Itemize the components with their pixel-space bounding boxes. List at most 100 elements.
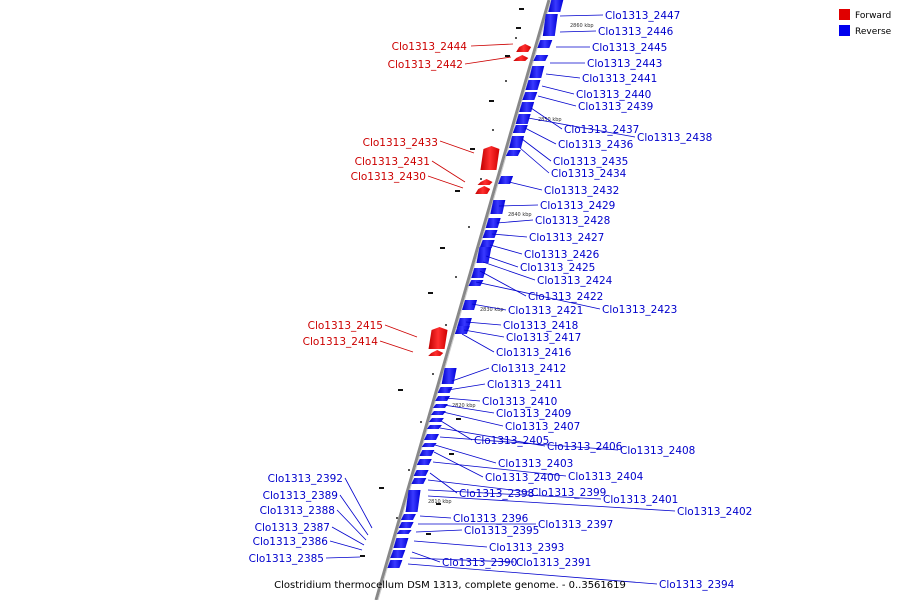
legend-label-reverse: Reverse [855, 27, 892, 37]
gene-label-reverse[interactable]: Clo1313_2395 [464, 525, 539, 537]
gene-label-reverse[interactable]: Clo1313_2443 [587, 58, 662, 70]
gene-label-forward[interactable]: Clo1313_2442 [388, 59, 463, 71]
tick-label: 2860 kbp [570, 23, 594, 29]
leader-line [479, 270, 527, 297]
gene-label-reverse[interactable]: Clo1313_2409 [496, 408, 571, 420]
gene-label-reverse[interactable]: Clo1313_2439 [578, 101, 653, 113]
reverse-gene-block [426, 425, 442, 429]
leader-line [519, 147, 550, 174]
leader-line [530, 107, 563, 130]
gene-label-reverse[interactable]: Clo1313_2387 [255, 522, 330, 534]
leader-line [545, 73, 581, 79]
gene-label-forward[interactable]: Clo1313_2444 [392, 41, 468, 53]
gene-label-reverse[interactable]: Clo1313_2389 [263, 490, 338, 502]
orf-tick-mark [436, 503, 441, 505]
gene-label-reverse[interactable]: Clo1313_2406 [547, 441, 623, 453]
gene-label-reverse[interactable]: Clo1313_2393 [489, 542, 564, 554]
gene-label-reverse[interactable]: Clo1313_2392 [268, 473, 343, 485]
reverse-gene-block [522, 92, 538, 100]
leader-line [447, 383, 486, 391]
gene-label-reverse[interactable]: Clo1313_2418 [503, 320, 578, 332]
reverse-gene-block [423, 434, 439, 440]
gene-label-reverse[interactable]: Clo1313_2432 [544, 185, 619, 197]
orf-tick-mark [449, 453, 454, 455]
reverse-gene-block [437, 387, 453, 393]
tick-label: 2820 kbp [452, 403, 476, 409]
leader-line [443, 404, 495, 414]
leader-line [336, 509, 367, 541]
gene-label-reverse[interactable]: Clo1313_2402 [677, 506, 752, 518]
gene-label-reverse[interactable]: Clo1313_2425 [520, 262, 595, 274]
gene-label-reverse[interactable]: Clo1313_2445 [592, 42, 667, 54]
reverse-gene-block [421, 443, 437, 447]
gene-label-reverse[interactable]: Clo1313_2394 [659, 579, 735, 591]
gene-label-reverse[interactable]: Clo1313_2396 [453, 513, 529, 525]
gene-label-reverse[interactable]: Clo1313_2429 [540, 200, 615, 212]
gene-label-reverse[interactable]: Clo1313_2407 [505, 421, 580, 433]
reverse-gene-block [468, 280, 484, 286]
gene-label-reverse[interactable]: Clo1313_2401 [603, 494, 678, 506]
gene-label-reverse[interactable]: Clo1313_2421 [508, 305, 583, 317]
gene-label-reverse[interactable]: Clo1313_2400 [485, 472, 560, 484]
leader-line [419, 515, 452, 519]
gene-label-reverse[interactable]: Clo1313_2398 [459, 488, 534, 500]
gene-label-reverse[interactable]: Clo1313_2423 [602, 304, 677, 316]
gene-label-reverse[interactable]: Clo1313_2446 [598, 26, 674, 38]
forward-gene-block [475, 186, 491, 194]
reverse-gene-block [515, 114, 531, 124]
gene-label-reverse[interactable]: Clo1313_2403 [498, 458, 573, 470]
gene-label-reverse[interactable]: Clo1313_2388 [260, 505, 335, 517]
genome-caption: Clostridium thermocellum DSM 1313, compl… [274, 580, 626, 591]
gene-label-reverse[interactable]: Clo1313_2390 [442, 557, 517, 569]
gene-label-forward[interactable]: Clo1313_2414 [303, 336, 379, 348]
orf-tick-mark [489, 100, 494, 102]
gene-label-reverse[interactable]: Clo1313_2385 [249, 553, 324, 565]
gene-label-reverse[interactable]: Clo1313_2386 [253, 536, 329, 548]
forward-gene-block [516, 44, 532, 52]
leader-line [344, 477, 373, 529]
reverse-gene-block [441, 368, 457, 384]
gene-label-reverse[interactable]: Clo1313_2397 [538, 519, 613, 531]
gene-label-reverse[interactable]: Clo1313_2427 [529, 232, 604, 244]
gene-label-reverse[interactable]: Clo1313_2404 [568, 471, 644, 483]
gene-label-forward[interactable]: Clo1313_2431 [355, 156, 430, 168]
gene-label-reverse[interactable]: Clo1313_2435 [553, 156, 628, 168]
gene-label-reverse[interactable]: Clo1313_2424 [537, 275, 613, 287]
gene-label-forward[interactable]: Clo1313_2415 [308, 320, 383, 332]
leader-line [524, 127, 557, 145]
gene-label-reverse[interactable]: Clo1313_2399 [531, 487, 606, 499]
gene-label-reverse[interactable]: Clo1313_2447 [605, 10, 680, 22]
reverse-gene-block [428, 418, 444, 422]
gene-label-reverse[interactable]: Clo1313_2412 [491, 363, 566, 375]
reverse-gene-block [490, 200, 506, 214]
leader-line [475, 281, 601, 310]
gene-label-reverse[interactable]: Clo1313_2441 [582, 73, 657, 85]
leader-line [521, 138, 552, 162]
gene-label-reverse[interactable]: Clo1313_2411 [487, 379, 562, 391]
reverse-gene-block [548, 0, 564, 12]
gene-label-reverse[interactable]: Clo1313_2434 [551, 168, 627, 180]
reverse-gene-block [432, 404, 448, 408]
gene-label-forward[interactable]: Clo1313_2433 [363, 137, 438, 149]
gene-label-reverse[interactable]: Clo1313_2440 [576, 89, 651, 101]
leader-line [508, 181, 543, 191]
gene-label-reverse[interactable]: Clo1313_2428 [535, 215, 610, 227]
gene-label-reverse[interactable]: Clo1313_2436 [558, 139, 634, 151]
gene-label-reverse[interactable]: Clo1313_2410 [482, 396, 557, 408]
gene-label-reverse[interactable]: Clo1313_2426 [524, 249, 600, 261]
gene-label-reverse[interactable]: Clo1313_2405 [474, 435, 549, 447]
gene-label-reverse[interactable]: Clo1313_2416 [496, 347, 572, 359]
leader-line [427, 489, 602, 500]
reverse-gene-block [505, 150, 521, 156]
gene-label-forward[interactable]: Clo1313_2430 [351, 171, 426, 183]
leader-line [444, 397, 481, 402]
gene-label-reverse[interactable]: Clo1313_2437 [564, 124, 639, 136]
label-leaders [325, 14, 676, 585]
gene-label-reverse[interactable]: Clo1313_2422 [528, 291, 603, 303]
leader-line [527, 117, 636, 138]
gene-label-reverse[interactable]: Clo1313_2408 [620, 445, 695, 457]
orf-dot [505, 80, 507, 82]
gene-label-reverse[interactable]: Clo1313_2391 [516, 557, 591, 569]
gene-label-reverse[interactable]: Clo1313_2417 [506, 332, 581, 344]
gene-label-reverse[interactable]: Clo1313_2438 [637, 132, 712, 144]
